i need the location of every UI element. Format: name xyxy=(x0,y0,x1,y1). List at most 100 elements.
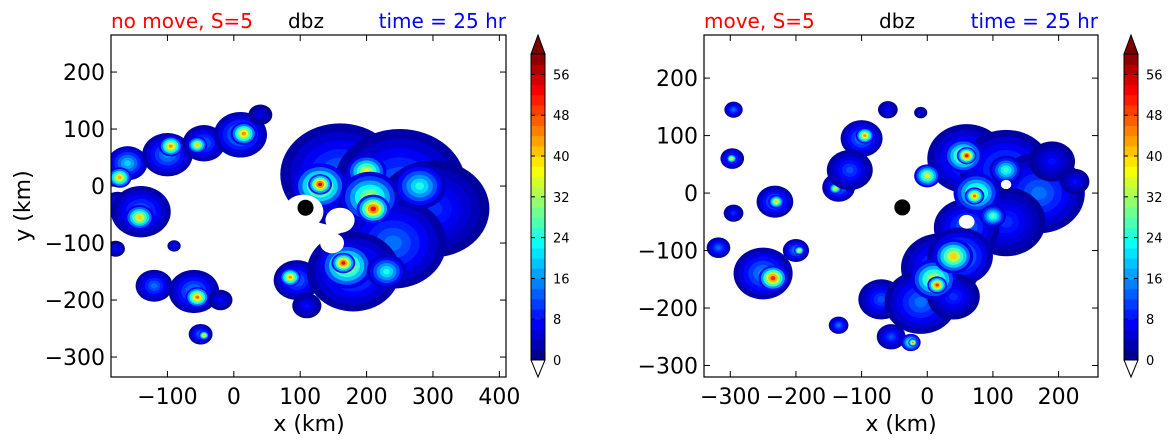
x-tick-label: 200 xyxy=(346,385,388,410)
colorbar-segment xyxy=(531,339,545,351)
reflectivity-cell xyxy=(341,261,346,265)
colorbar-segment xyxy=(531,288,545,300)
reflectivity-cell xyxy=(950,253,957,260)
reflectivity-cell xyxy=(949,292,958,301)
colorbar-segment xyxy=(531,298,545,310)
reflectivity-cell xyxy=(863,134,867,137)
colorbar-extend-min xyxy=(530,359,546,379)
x-tick-label: −100 xyxy=(137,385,197,410)
colorbar-segment xyxy=(1124,94,1138,106)
colorbar-tick-label: 8 xyxy=(553,313,561,328)
y-tick-label: 100 xyxy=(656,125,698,150)
colorbar-extend-max xyxy=(530,33,546,55)
colorbar-segment xyxy=(1124,64,1138,75)
colorbar-segment xyxy=(1124,156,1138,167)
colorbar-segment xyxy=(531,258,545,269)
reflectivity-cell xyxy=(770,276,776,281)
colorbar-segment xyxy=(1124,84,1138,96)
reflectivity-cell xyxy=(117,175,122,180)
colorbar-segment xyxy=(531,349,545,361)
colorbar-tick-label: 40 xyxy=(1146,150,1163,165)
panel-title-right: time = 25 hr xyxy=(379,9,507,33)
colorbar-segment xyxy=(1124,186,1138,198)
colorbar-segment xyxy=(1124,115,1138,126)
reflectivity-cell xyxy=(258,113,263,117)
colorbar-segment xyxy=(531,237,545,249)
colorbar-segment xyxy=(531,309,545,320)
reflectivity-cell xyxy=(168,144,173,148)
reflectivity-cell xyxy=(732,108,736,112)
colorbar-segment xyxy=(531,54,545,65)
colorbar-tick-label: 48 xyxy=(553,109,570,124)
y-tick-label: −200 xyxy=(638,297,698,322)
colorbar-segment xyxy=(1124,196,1138,208)
y-tick-label: −200 xyxy=(45,289,105,314)
colorbar-segment xyxy=(1124,176,1138,188)
colorbar-tick-label: 32 xyxy=(553,191,570,206)
colorbar-segment xyxy=(1124,237,1138,249)
reflectivity-cell xyxy=(383,268,390,275)
reflectivity-cell xyxy=(151,283,158,289)
clear-region xyxy=(1000,179,1012,190)
x-tick-label: −100 xyxy=(831,385,891,410)
y-tick-label: −100 xyxy=(638,240,698,265)
reflectivity-cell xyxy=(731,211,736,215)
y-tick-label: −300 xyxy=(45,346,105,371)
colorbar-segment xyxy=(1124,227,1138,239)
y-tick-label: −100 xyxy=(45,232,105,257)
reflectivity-cell xyxy=(241,131,246,136)
reflectivity-cell xyxy=(304,303,310,308)
colorbar-segment xyxy=(531,247,545,259)
colorbar-segment xyxy=(1124,258,1138,269)
colorbar-segment xyxy=(531,227,545,239)
colorbar-segment xyxy=(1124,349,1138,361)
panel-title-left: move, S=5 xyxy=(704,9,815,33)
colorbar-segment xyxy=(531,268,545,279)
colorbar-segment xyxy=(1124,278,1138,290)
y-tick-label: 200 xyxy=(656,67,698,92)
reflectivity-cell xyxy=(137,215,142,220)
colorbar-extend-max xyxy=(1123,33,1139,55)
colorbar: 0 8 16 24 32 40 48 56 xyxy=(530,33,570,379)
reflectivity-cell xyxy=(877,296,886,303)
y-tick-label: 0 xyxy=(684,182,698,207)
reflectivity-cell xyxy=(1072,179,1078,184)
reflectivity-cell xyxy=(886,108,890,112)
reflectivity-field xyxy=(111,104,490,345)
reflectivity-cell xyxy=(218,298,223,302)
colorbar-segment xyxy=(1124,298,1138,310)
storm-center-marker xyxy=(297,199,314,216)
colorbar-segment xyxy=(531,207,545,218)
panel-title-center: dbz xyxy=(288,9,324,33)
colorbar-segment xyxy=(531,115,545,126)
colorbar-tick-label: 24 xyxy=(1146,232,1163,247)
colorbar-segment xyxy=(531,186,545,198)
colorbar-segment xyxy=(531,319,545,330)
panel-title-center: dbz xyxy=(879,9,915,33)
reflectivity-cell xyxy=(836,323,841,327)
colorbar-segment xyxy=(1124,166,1138,177)
colorbar-segment xyxy=(531,64,545,75)
colorbar-segment xyxy=(1124,135,1138,147)
reflectivity-cell xyxy=(912,341,914,344)
colorbar: 0 8 16 24 32 40 48 56 xyxy=(1123,33,1163,379)
clear-region xyxy=(320,232,345,254)
colorbar-segment xyxy=(1124,207,1138,218)
reflectivity-cell xyxy=(935,283,939,287)
reflectivity-cell xyxy=(1031,186,1047,200)
colorbar-frame xyxy=(530,53,546,361)
panel-title-left: no move, S=5 xyxy=(111,9,253,33)
colorbar-tick-label: 48 xyxy=(1146,109,1163,124)
reflectivity-cell xyxy=(1048,158,1056,165)
reflectivity-cell xyxy=(972,194,977,198)
y-tick-label: 100 xyxy=(63,118,105,143)
colorbar-segment xyxy=(1124,309,1138,320)
colorbar-segment xyxy=(1124,217,1138,228)
colorbar-segment xyxy=(531,329,545,341)
x-tick-label: 100 xyxy=(279,385,321,410)
colorbar-segment xyxy=(1124,319,1138,330)
reflectivity-cell xyxy=(172,244,176,247)
reflectivity-cell xyxy=(195,295,200,299)
